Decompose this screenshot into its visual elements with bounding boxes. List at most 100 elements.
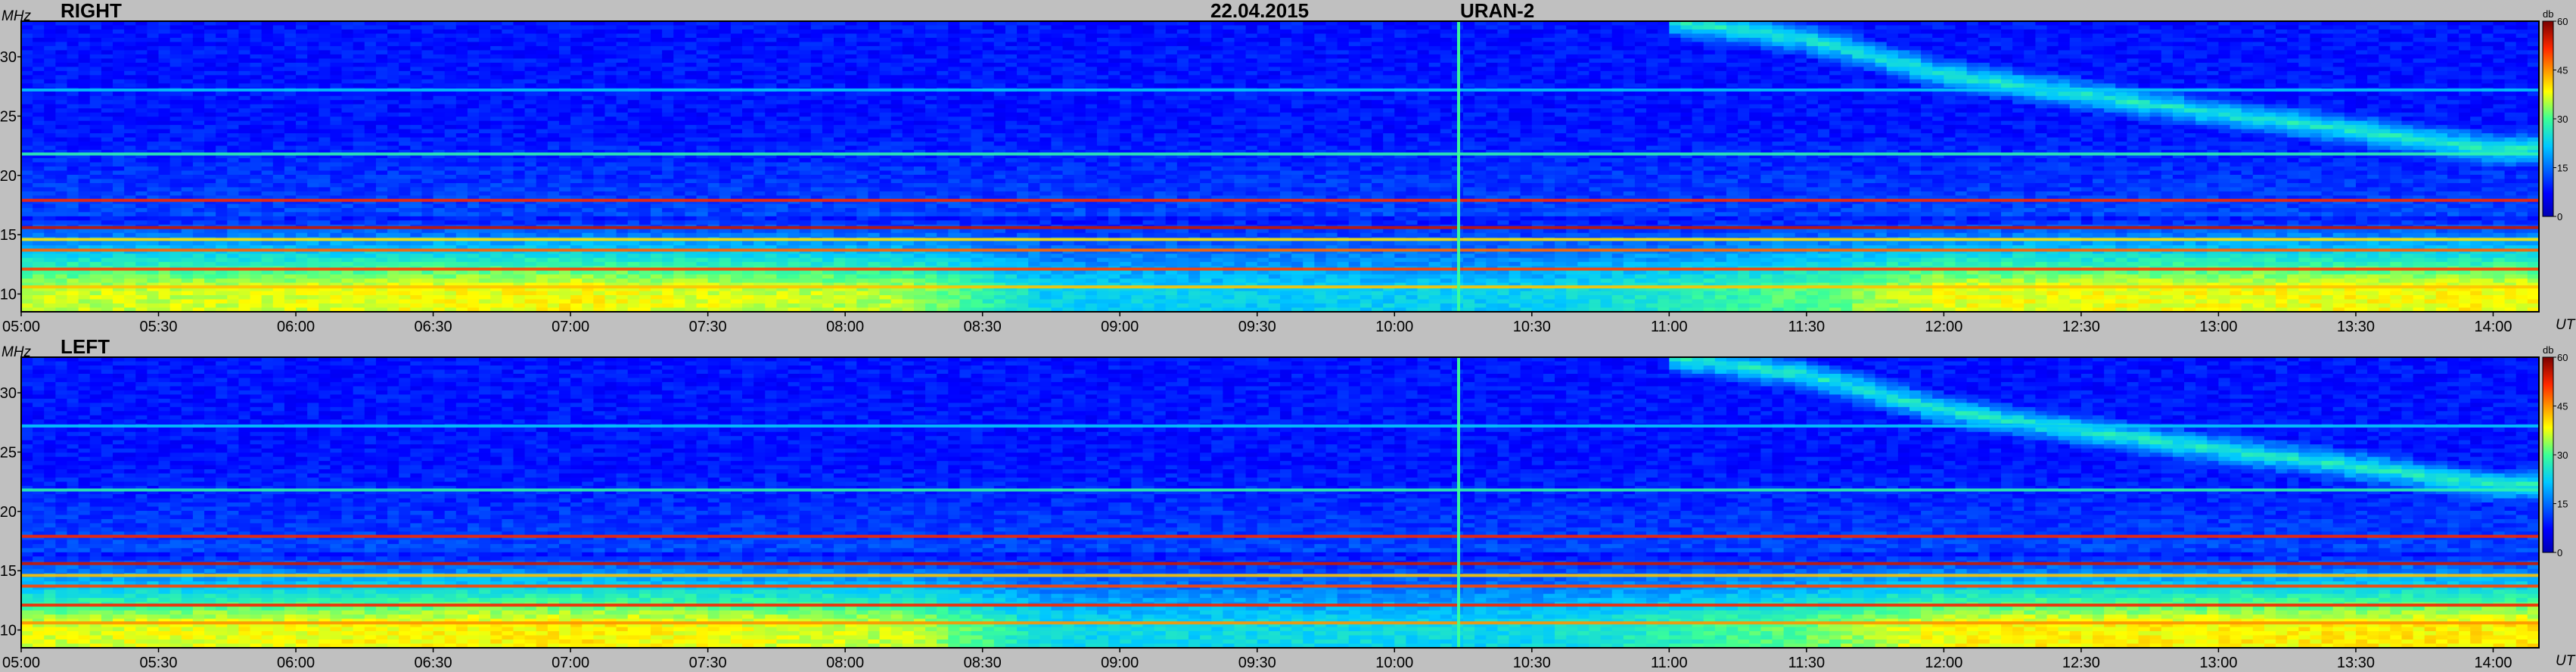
spectrogram-cell — [799, 307, 812, 313]
spectrogram-cell — [776, 25, 789, 30]
spectrogram-cell — [353, 37, 365, 43]
spectrogram-cell — [216, 75, 228, 80]
spectrogram-cell — [547, 287, 560, 292]
spectrogram-cell — [673, 79, 685, 84]
spectrogram-cell — [730, 220, 743, 226]
spectrogram-cell — [754, 50, 766, 55]
spectrogram-cell — [582, 58, 594, 64]
spectrogram-cell — [181, 199, 194, 204]
spectrogram-cell — [685, 42, 698, 47]
spectrogram-cell — [707, 142, 720, 147]
spectrogram-cell — [799, 299, 812, 304]
spectrogram-cell — [21, 75, 33, 80]
spectrogram-cell — [776, 174, 789, 180]
spectrogram-cell — [296, 120, 308, 126]
spectrogram-cell — [593, 54, 606, 59]
spectrogram-cell — [616, 270, 629, 275]
spectrogram-cell — [272, 229, 285, 234]
spectrogram-cell — [616, 70, 629, 76]
spectrogram-cell — [272, 295, 285, 300]
spectrogram-cell — [651, 270, 663, 275]
spectrogram-cell — [44, 154, 56, 159]
spectrogram-cell — [536, 287, 548, 292]
spectrogram-cell — [227, 75, 240, 80]
spectrogram-cell — [593, 229, 606, 234]
spectrogram-cell — [673, 129, 685, 134]
spectrogram-cell — [627, 100, 640, 105]
spectrogram-cell — [387, 75, 399, 80]
spectrogram-cell — [319, 25, 331, 30]
spectrogram-cell — [250, 195, 263, 201]
spectrogram-cell — [673, 212, 685, 217]
spectrogram-cell — [455, 232, 468, 238]
spectrogram-cell — [204, 75, 216, 80]
spectrogram-cell — [55, 54, 68, 59]
spectrogram-cell — [524, 199, 537, 204]
spectrogram-cell — [788, 154, 800, 159]
spectrogram-cell — [227, 37, 240, 43]
spectrogram-cell — [33, 295, 45, 300]
spectrogram-cell — [101, 70, 113, 76]
spectrogram-cell — [673, 100, 685, 105]
spectrogram-cell — [455, 282, 468, 288]
spectrogram-cell — [536, 25, 548, 30]
spectrogram-cell — [570, 129, 583, 134]
spectrogram-cell — [78, 129, 91, 134]
spectrogram-cell — [604, 145, 617, 151]
spectrogram-cell — [261, 216, 274, 221]
spectrogram-cell — [250, 257, 263, 263]
spectrogram-cell — [204, 79, 216, 84]
spectrogram-cell — [547, 42, 560, 47]
spectrogram-cell — [169, 232, 182, 238]
spectrogram-cell — [307, 179, 319, 184]
spectrogram-cell — [467, 274, 480, 279]
spectrogram-cell — [78, 150, 91, 155]
spectrogram-cell — [524, 142, 537, 147]
spectrogram-cell — [730, 100, 743, 105]
spectrogram-cell — [169, 33, 182, 39]
spectrogram-cell — [502, 54, 514, 59]
spectrogram-cell — [490, 166, 502, 172]
spectrogram-cell — [387, 45, 399, 51]
spectrogram-cell — [513, 137, 526, 142]
spectrogram-cell — [261, 162, 274, 167]
spectrogram-cell — [673, 150, 685, 155]
spectrogram-cell — [296, 204, 308, 209]
spectrogram-cell — [169, 249, 182, 254]
spectrogram-cell — [479, 270, 491, 275]
spectrogram-cell — [730, 95, 743, 101]
spectrogram-cell — [113, 142, 125, 147]
spectrogram-cell — [593, 70, 606, 76]
spectrogram-cell — [719, 100, 732, 105]
spectrogram-cell — [719, 33, 732, 39]
spectrogram-cell — [387, 25, 399, 30]
spectrogram-cell — [55, 216, 68, 221]
spectrogram-cell — [822, 70, 834, 76]
spectrogram-cell — [799, 291, 812, 296]
spectrogram-cell — [490, 67, 502, 72]
spectrogram-cell — [250, 174, 263, 180]
spectrogram-cell — [341, 241, 354, 246]
spectrogram-cell — [742, 303, 754, 309]
spectrogram-cell — [604, 100, 617, 105]
spectrogram-cell — [582, 142, 594, 147]
spectrogram-cell — [799, 37, 812, 43]
spectrogram-cell — [192, 207, 205, 213]
spectrogram-cell — [421, 278, 434, 284]
spectrogram-cell — [593, 220, 606, 226]
spectrogram-cell — [158, 33, 171, 39]
spectrogram-cell — [124, 104, 136, 109]
spectrogram-cell — [250, 287, 263, 292]
spectrogram-cell — [822, 162, 834, 167]
spectrogram-cell — [216, 45, 228, 51]
spectrogram-cell — [158, 241, 171, 246]
spectrogram-cell — [78, 249, 91, 254]
spectrogram-cell — [284, 291, 297, 296]
spectrogram-cell — [272, 21, 285, 26]
spectrogram-cell — [261, 133, 274, 138]
spectrogram-cell — [238, 145, 251, 151]
spectrogram-cell — [353, 187, 365, 192]
spectrogram-cell — [307, 274, 319, 279]
spectrogram-cell — [730, 299, 743, 304]
spectrogram-cell — [651, 45, 663, 51]
